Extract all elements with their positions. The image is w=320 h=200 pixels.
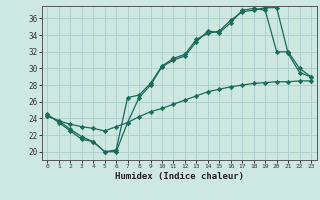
X-axis label: Humidex (Indice chaleur): Humidex (Indice chaleur) (115, 172, 244, 181)
